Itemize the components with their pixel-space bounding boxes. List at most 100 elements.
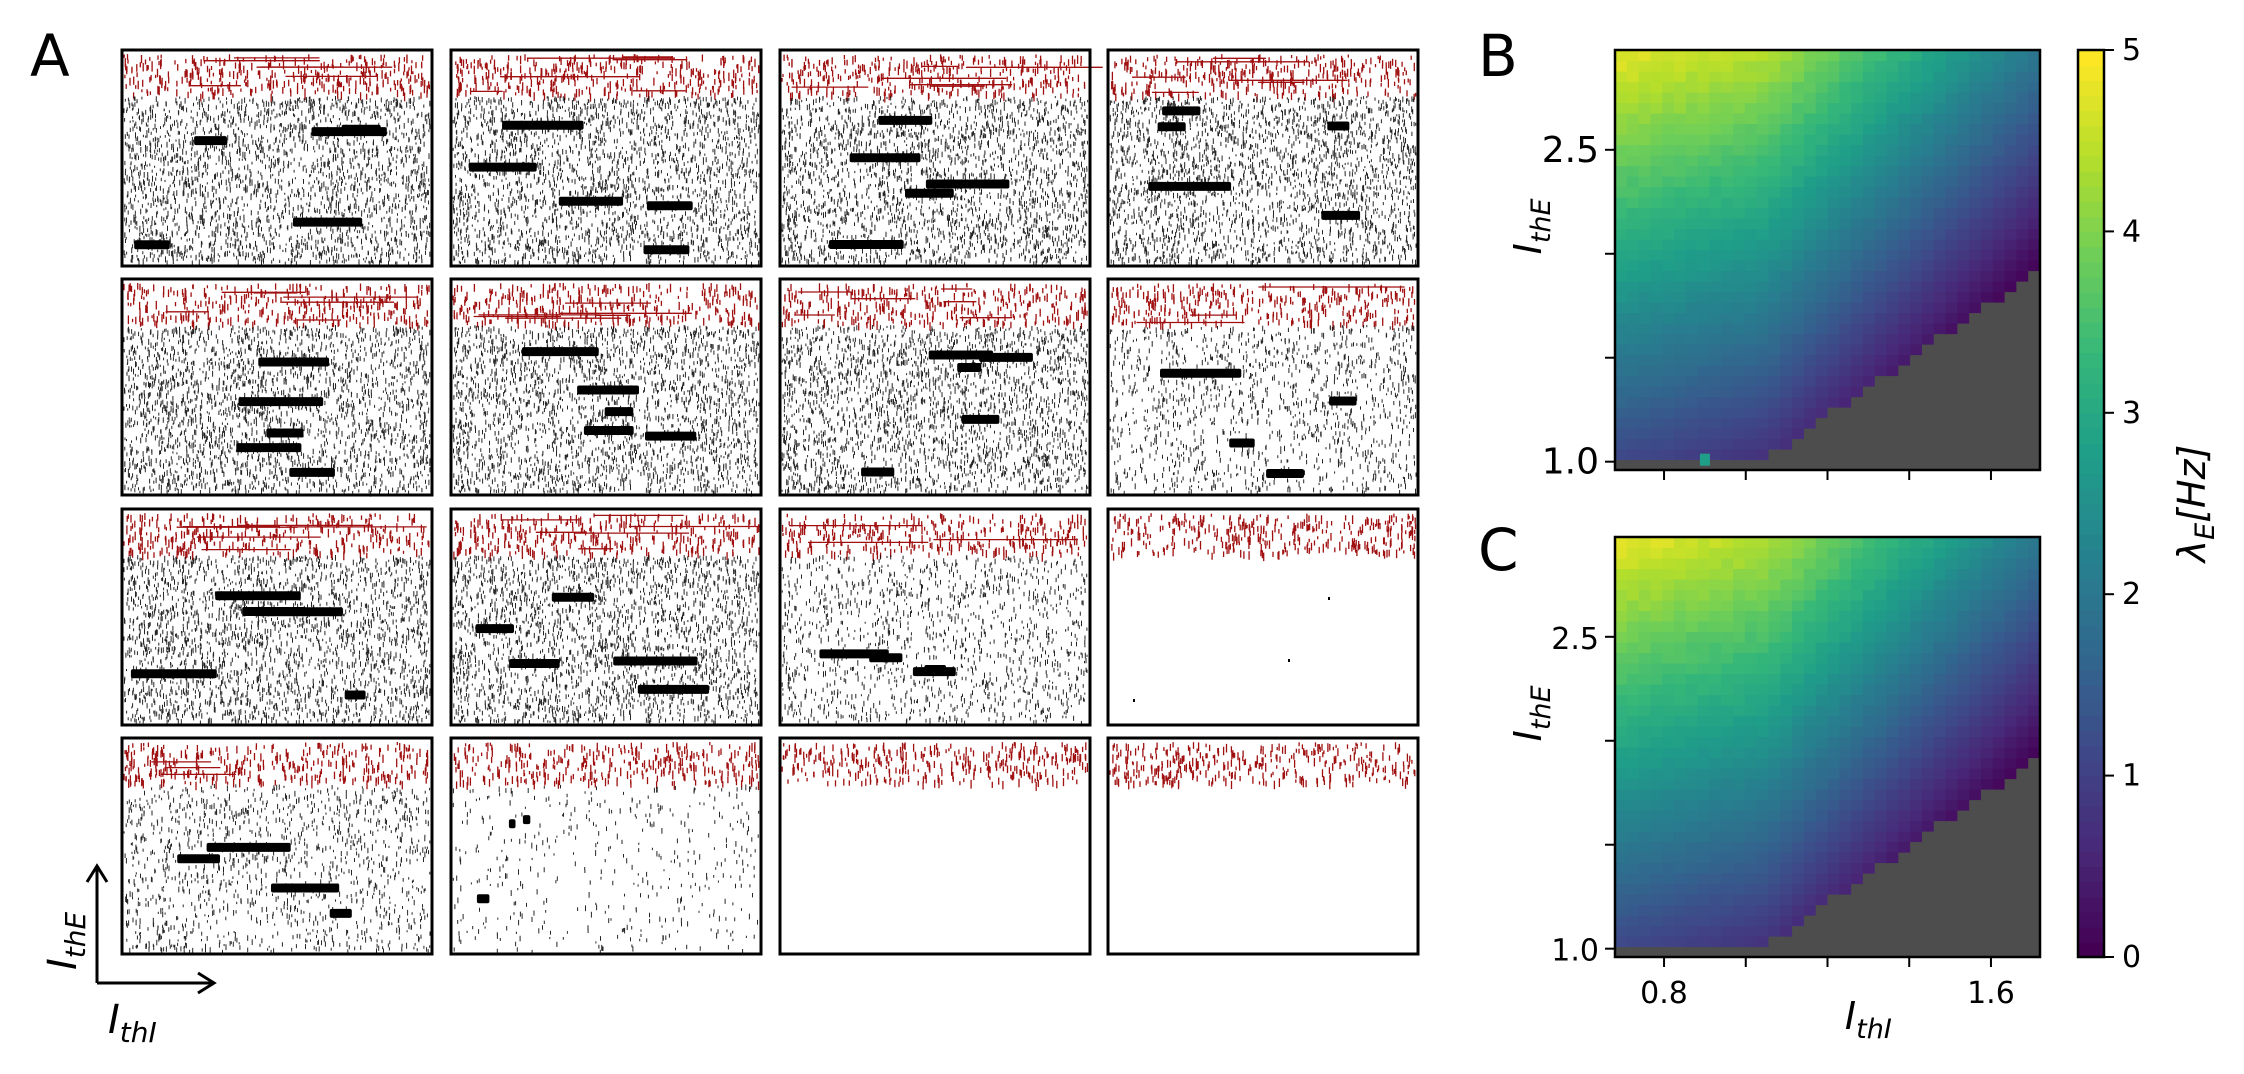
colorbar-tick-label: 0 <box>2122 940 2141 975</box>
heatmap-cell <box>1685 820 1699 832</box>
heatmap-cell <box>1697 249 1711 261</box>
heatmap-cell <box>1992 365 2006 377</box>
heatmap-cell <box>1874 862 1888 874</box>
heatmap-cell <box>1650 417 1663 429</box>
heatmap-cell <box>1626 621 1640 633</box>
heatmap-cell <box>1780 291 1793 303</box>
heatmap-cell <box>1803 344 1817 356</box>
colorbar-segment <box>2078 805 2104 822</box>
heatmap-cell <box>1674 396 1687 408</box>
heatmap-cell <box>1910 547 1923 559</box>
heatmap-cell <box>1839 621 1852 633</box>
heatmap-cell <box>1756 176 1770 188</box>
heatmap-cell <box>1744 144 1758 156</box>
heatmap-cell <box>1992 354 2006 366</box>
heatmap-cell <box>1638 218 1652 230</box>
heatmap-cell <box>1874 459 1888 471</box>
colorbar-segment <box>2078 836 2104 852</box>
heatmap-cell <box>1721 228 1734 240</box>
heatmap-cell <box>1744 547 1758 559</box>
colorbar-segment <box>2078 186 2104 202</box>
heatmap-cell <box>2004 883 2017 895</box>
heatmap-cell <box>1898 81 1911 93</box>
cluster-activity <box>130 669 217 679</box>
heatmap-cell <box>1886 386 1899 398</box>
heatmap-cell <box>2004 155 2017 167</box>
heatmap-cell <box>1921 757 1935 769</box>
colorbar-segment <box>2078 231 2104 248</box>
heatmap-cell <box>1697 873 1711 885</box>
heatmap-cell <box>1827 715 1840 727</box>
heatmap-cell <box>1768 270 1781 282</box>
heatmap-cell <box>1969 260 1982 272</box>
heatmap-cell <box>1969 799 1982 811</box>
heatmap-cell <box>1709 302 1722 314</box>
heatmap-cell <box>1862 407 1876 419</box>
heatmap-cell <box>1744 344 1758 356</box>
heatmap-cell <box>1626 589 1640 601</box>
heatmap-cell <box>1756 459 1770 471</box>
heatmap-cell <box>1744 428 1758 440</box>
heatmap-cell <box>1886 715 1899 727</box>
heatmap-cell <box>1969 386 1982 398</box>
heatmap-cell <box>1709 547 1722 559</box>
heatmap-cell <box>1945 736 1958 748</box>
heatmap-cell <box>1709 113 1722 125</box>
heatmap-cell <box>1851 270 1864 282</box>
heatmap-cell <box>1910 417 1923 429</box>
heatmap-cell <box>1638 312 1652 324</box>
heatmap-cell <box>1733 831 1746 843</box>
heatmap-cell <box>1721 873 1734 885</box>
heatmap-cell <box>1685 281 1699 293</box>
heatmap-cell <box>1768 547 1781 559</box>
heatmap-cell <box>1733 862 1746 874</box>
heatmap-cell <box>1921 228 1935 240</box>
heatmap-cell <box>1756 778 1770 790</box>
heatmap-cell <box>1638 579 1652 591</box>
heatmap-cell <box>1886 260 1899 272</box>
heatmap-cell <box>1910 684 1923 696</box>
cluster-activity <box>177 854 220 864</box>
heatmap-cell <box>1851 841 1864 853</box>
heatmap-cell <box>1827 820 1840 832</box>
heatmap-cell <box>1874 558 1888 570</box>
heatmap-cell <box>1780 354 1793 366</box>
heatmap-cell <box>2028 747 2041 759</box>
heatmap-cell <box>1921 386 1935 398</box>
heatmap-cell <box>1957 610 1970 622</box>
heatmap-cell <box>1980 260 1994 272</box>
heatmap-cell <box>1980 344 1994 356</box>
heatmap-cell <box>1733 407 1746 419</box>
heatmap-cell <box>2004 197 2017 209</box>
heatmap-cell <box>1803 375 1817 387</box>
heatmap-cell <box>2004 291 2017 303</box>
heatmap-cell <box>1756 260 1770 272</box>
heatmap-cell <box>1980 768 1994 780</box>
heatmap-cell <box>1697 144 1711 156</box>
heatmap-cell <box>1792 799 1805 811</box>
colorbar-segment <box>2078 382 2104 399</box>
heatmap-cell <box>1733 768 1746 780</box>
heatmap-cell <box>1685 904 1699 916</box>
heatmap-cell <box>1851 438 1864 450</box>
heatmap-cell <box>1685 778 1699 790</box>
heatmap-cell <box>1992 71 2006 83</box>
heatmap-cell <box>1674 862 1687 874</box>
heatmap-cell <box>1709 365 1722 377</box>
heatmap-cell <box>1992 883 2006 895</box>
heatmap-cell <box>1615 547 1628 559</box>
heatmap-cell <box>2028 726 2041 738</box>
heatmap-cell <box>1792 558 1805 570</box>
heatmap-cell <box>1957 642 1970 654</box>
heatmap-cell <box>1980 789 1994 801</box>
heatmap-cell <box>1803 558 1817 570</box>
heatmap-cell <box>1874 123 1888 135</box>
heatmap-cell <box>1910 841 1923 853</box>
heatmap-cell <box>1721 904 1734 916</box>
heatmap-cell <box>1898 123 1911 135</box>
heatmap-cell <box>1886 841 1899 853</box>
heatmap-cell <box>1780 820 1793 832</box>
raster-panel <box>778 736 1092 956</box>
cluster-activity <box>236 443 302 453</box>
heatmap-cell <box>1874 50 1888 62</box>
